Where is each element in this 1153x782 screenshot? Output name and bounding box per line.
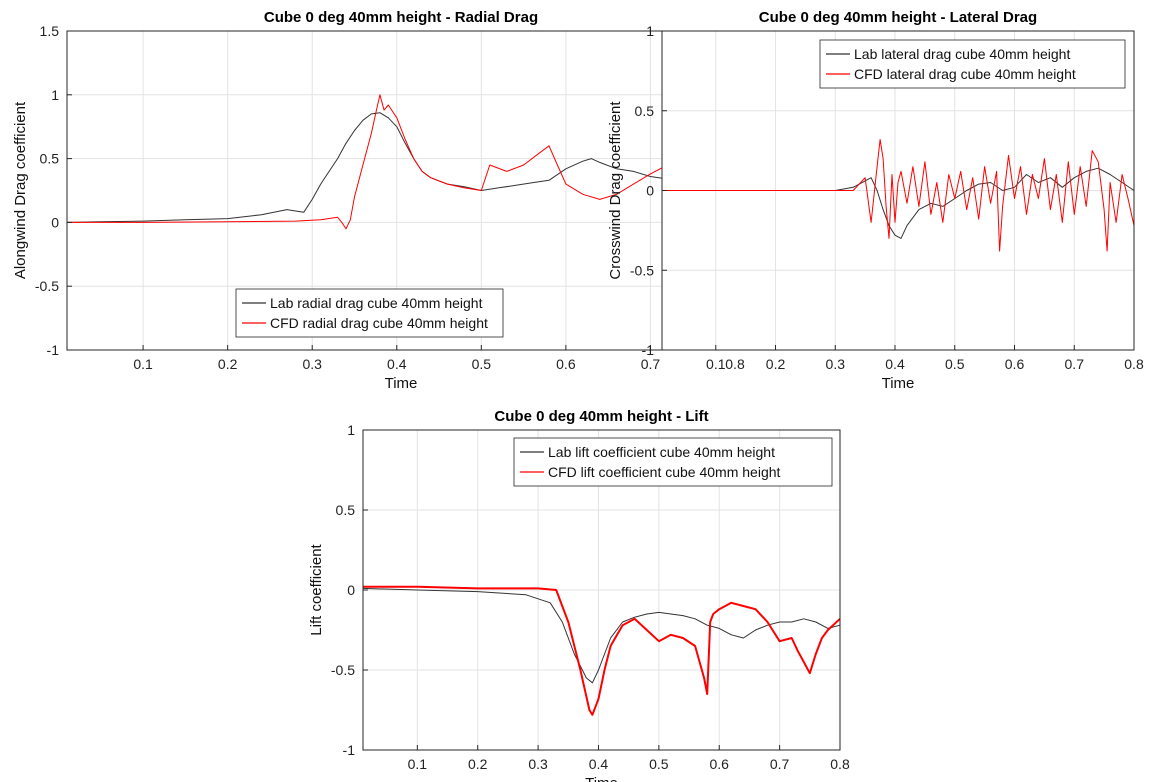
y-tick-label: 1 [51, 87, 59, 103]
legend: Lab lateral drag cube 40mm height CFD lat… [819, 39, 1126, 89]
y-tick-label: -0.5 [331, 662, 355, 678]
legend-label-lab: Lab radial drag cube 40mm height [270, 295, 483, 311]
legend-label-lab: Lab lift coefficient cube 40mm height [548, 444, 775, 460]
x-tick-label: 0.4 [387, 356, 407, 372]
y-tick-label: -1 [642, 342, 655, 358]
x-axis-label: Time [585, 775, 618, 782]
x-tick-label: 0.1 [408, 756, 428, 772]
legend: Lab lift coefficient cube 40mm height CFD… [513, 437, 833, 487]
x-axis-label: Time [385, 375, 418, 392]
series-line-cfd [662, 139, 1135, 252]
x-tick-label: 0.4 [589, 756, 609, 772]
x-tick-label: 0.8 [1124, 356, 1144, 372]
x-tick-label: 0.7 [770, 756, 790, 772]
x-tick-label: 0.7 [641, 356, 661, 372]
x-tick-label: 0.5 [945, 356, 965, 372]
x-tick-label: 0.3 [302, 356, 322, 372]
chart-2: 0.1 0.2 0.3 0.4 0.5 0.6 0.7 0.8 -1 -0.5 0 0.5 1 Cube … [607, 9, 1144, 392]
x-tick-label: 0.6 [1005, 356, 1025, 372]
series-line-cfd [363, 585, 841, 716]
y-tick-label: -0.5 [630, 262, 654, 278]
chart-title: Cube 0 deg 40mm height - Radial Drag [264, 9, 538, 26]
x-tick-label: 0.1 [706, 356, 726, 372]
legend-box [513, 437, 833, 487]
y-tick-label: 0.5 [336, 502, 356, 518]
series-line-cfd [67, 94, 736, 230]
x-axis-label: Time [882, 375, 915, 392]
y-axis-label: Lift coefficient [308, 543, 325, 635]
x-tick-label: 0.5 [472, 356, 492, 372]
chart-title: Cube 0 deg 40mm height - Lateral Drag [759, 9, 1037, 26]
x-tick-label: 0.2 [218, 356, 238, 372]
legend: Lab radial drag cube 40mm height CFD radi… [235, 288, 504, 338]
legend-label-cfd: CFD lateral drag cube 40mm height [854, 66, 1076, 82]
x-tick-label: 0.8 [830, 756, 850, 772]
y-tick-label: 1 [646, 23, 654, 39]
x-tick-label: 0.8 [725, 356, 745, 372]
legend-label-cfd: CFD lift coefficient cube 40mm height [548, 464, 781, 480]
x-tick-label: 0.2 [468, 756, 488, 772]
x-tick-label: 0.6 [710, 756, 730, 772]
x-tick-label: 0.5 [649, 756, 669, 772]
y-tick-label: 0 [51, 214, 59, 230]
x-tick-label: 0.3 [826, 356, 846, 372]
legend-label-cfd: CFD radial drag cube 40mm height [270, 315, 488, 331]
series-line-lab [662, 167, 1135, 239]
y-axis-label: Crosswind Drag coefficient [607, 101, 624, 280]
y-tick-label: 1.5 [40, 23, 60, 39]
y-axis-label: Alongwind Drag coefficient [12, 101, 29, 279]
y-tick-label: -1 [47, 342, 60, 358]
y-tick-label: 1 [347, 422, 355, 438]
legend-box [235, 288, 504, 338]
legend-label-lab: Lab lateral drag cube 40mm height [854, 46, 1070, 62]
x-tick-label: 0.7 [1065, 356, 1085, 372]
x-tick-label: 0.4 [885, 356, 905, 372]
series-line-lab [362, 587, 841, 684]
y-tick-label: 0.5 [635, 103, 655, 119]
chart-3: 0.1 0.2 0.3 0.4 0.5 0.6 0.7 0.8 -1 -0.5 0 0.5 1 Cube … [308, 408, 850, 782]
x-tick-label: 0.2 [766, 356, 786, 372]
y-tick-label: -0.5 [35, 278, 59, 294]
y-tick-label: 0.5 [40, 151, 60, 167]
x-tick-label: 0.3 [528, 756, 548, 772]
x-tick-label: 0.6 [556, 356, 576, 372]
legend-box [819, 39, 1126, 89]
x-tick-label: 0.1 [133, 356, 153, 372]
y-tick-label: -1 [343, 742, 356, 758]
y-tick-label: 0 [347, 582, 355, 598]
y-tick-label: 0 [646, 183, 654, 199]
chart-1: 0.1 0.2 0.3 0.4 0.5 0.6 0.7 0.8 -1 -0.5 0 0.5 1 1.5 Cu… [12, 9, 745, 392]
chart-title: Cube 0 deg 40mm height - Lift [494, 408, 708, 425]
